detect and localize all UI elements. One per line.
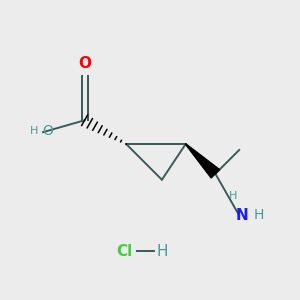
Text: H: H bbox=[229, 191, 237, 201]
Text: O: O bbox=[78, 56, 91, 71]
Text: N: N bbox=[236, 208, 248, 223]
Text: H: H bbox=[253, 208, 264, 222]
Text: Cl: Cl bbox=[116, 244, 132, 259]
Polygon shape bbox=[185, 144, 220, 178]
Text: H: H bbox=[30, 126, 38, 136]
Text: O: O bbox=[42, 124, 53, 138]
Text: H: H bbox=[156, 244, 168, 259]
